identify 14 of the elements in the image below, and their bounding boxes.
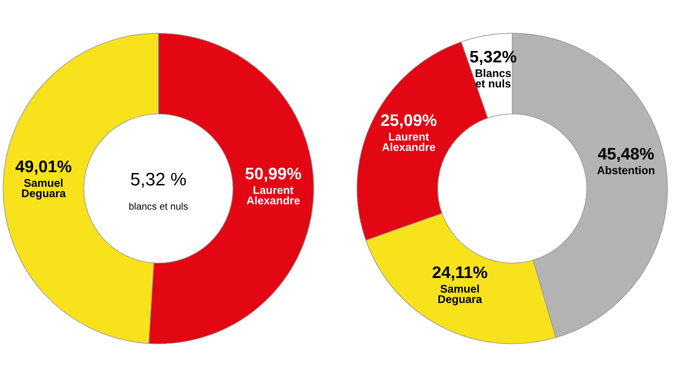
data-label: 5,32% bbox=[470, 50, 516, 65]
data-label: 24,11% bbox=[432, 266, 488, 281]
data-label: 49,01% bbox=[16, 160, 72, 175]
data-label: 50,99% bbox=[245, 168, 302, 182]
data-label: 25,09% bbox=[381, 114, 437, 128]
slice-label: Laurent Alexandre bbox=[382, 132, 436, 151]
slice-label: Samuel Deguara bbox=[438, 284, 482, 306]
slice-label: Abstention bbox=[597, 166, 654, 174]
text: blancs et nuls bbox=[129, 202, 188, 210]
slice-label: Samuel Deguara bbox=[22, 178, 66, 200]
slice-label: Blancs et nuls bbox=[476, 68, 511, 88]
data-label: 45,48% bbox=[598, 148, 654, 162]
slice-label: Laurent Alexandre bbox=[246, 186, 300, 204]
text: 5,32 % bbox=[131, 172, 186, 188]
